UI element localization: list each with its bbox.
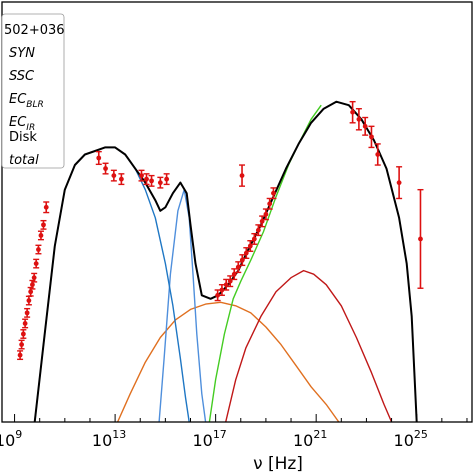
x-tick-label: 109 (0, 428, 22, 450)
data-point (270, 187, 277, 200)
data-point (214, 289, 221, 302)
data-point (31, 272, 38, 283)
data-point (239, 254, 246, 267)
x-tick-label: 1021 (293, 428, 327, 450)
data-point (43, 201, 50, 214)
data-point (355, 108, 362, 131)
data-point (227, 275, 234, 288)
data-point (35, 244, 42, 255)
data-point (362, 116, 369, 136)
data-point (110, 169, 117, 182)
data-point (259, 215, 266, 228)
data-point (37, 230, 44, 241)
data-point (138, 169, 145, 182)
legend-entry-total: total (9, 153, 39, 168)
data-point (22, 318, 29, 329)
model-curves (33, 100, 418, 422)
data-point (218, 284, 225, 296)
data-point (396, 166, 403, 200)
curve-disk (158, 189, 207, 422)
curve-total (33, 100, 418, 422)
data-point (239, 164, 246, 187)
data-point (417, 188, 424, 289)
legend-box (1, 13, 65, 169)
data-point (17, 350, 24, 361)
data-point (374, 143, 381, 166)
x-tick-label: 1013 (92, 428, 126, 450)
data-point (349, 100, 356, 124)
data-point (148, 174, 155, 187)
data-point (102, 162, 109, 175)
data-point (20, 329, 27, 339)
data-point (118, 173, 125, 186)
legend-entry-ec-ir: ECIR (9, 115, 35, 133)
data-point (231, 268, 238, 281)
legend: 502+036 SYN SSC ECBLR ECIR Disk total (1, 13, 65, 169)
legend-entry-disk: Disk (9, 130, 37, 145)
curve-ecblr (225, 269, 393, 422)
plot-frame (1, 1, 473, 423)
legend-entry-syn: SYN (9, 46, 35, 61)
legend-entry-ec-blr: ECBLR (9, 92, 44, 110)
x-tick-label: 1017 (192, 428, 226, 450)
data-point (33, 258, 40, 269)
data-point (25, 295, 32, 306)
data-point (251, 232, 258, 245)
x-axis-label: ν [Hz] (253, 454, 303, 474)
data-point (368, 125, 375, 149)
data-points-group (17, 100, 424, 361)
x-tick-label: 1025 (394, 428, 428, 450)
x-axis-title: ν [Hz] (253, 454, 303, 474)
data-point (255, 224, 262, 237)
data-point (18, 339, 25, 350)
x-axis-ticks: 109 1013 1017 1021 1025 (0, 414, 468, 450)
data-point (157, 176, 164, 189)
curve-ssc (116, 301, 340, 422)
data-point (163, 173, 170, 186)
data-point (143, 173, 150, 186)
data-point (24, 307, 31, 318)
data-point (29, 279, 36, 290)
legend-entry-ssc: SSC (9, 69, 35, 84)
legend-source-label: 502+036 (4, 23, 65, 38)
data-point (95, 150, 102, 166)
data-point (40, 219, 47, 230)
